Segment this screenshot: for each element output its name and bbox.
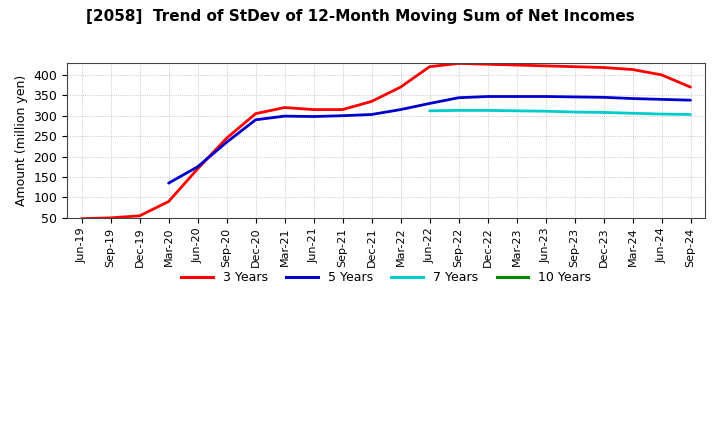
Text: [2058]  Trend of StDev of 12-Month Moving Sum of Net Incomes: [2058] Trend of StDev of 12-Month Moving… [86, 9, 634, 24]
Legend: 3 Years, 5 Years, 7 Years, 10 Years: 3 Years, 5 Years, 7 Years, 10 Years [176, 266, 596, 289]
Y-axis label: Amount (million yen): Amount (million yen) [15, 75, 28, 206]
